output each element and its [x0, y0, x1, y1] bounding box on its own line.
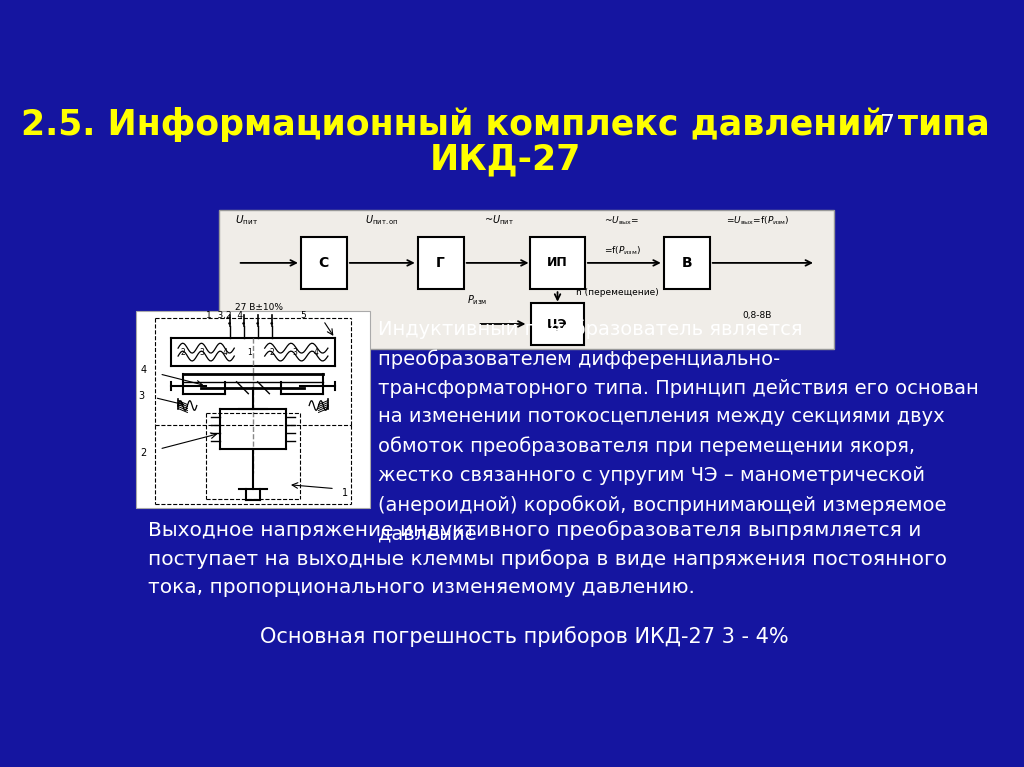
Bar [301, 236, 347, 289]
Text: Г: Г [436, 256, 445, 270]
Text: 0,8-8В: 0,8-8В [742, 311, 772, 321]
Text: Индуктивный преобразователь является
преобразователем дифференциально-
трансформ: Индуктивный преобразователь является пре… [378, 319, 979, 544]
Bar [531, 303, 584, 345]
Text: ЦЭ: ЦЭ [547, 318, 568, 331]
Text: 1: 1 [247, 347, 252, 357]
Text: 27 В±10%: 27 В±10% [234, 303, 283, 312]
Bar [136, 311, 370, 509]
Text: ИКД-27: ИКД-27 [429, 143, 581, 177]
Text: =f($P_\mathregular{изм}$): =f($P_\mathregular{изм}$) [604, 245, 641, 258]
Text: 3: 3 [199, 347, 204, 357]
Text: 4: 4 [222, 347, 227, 357]
Text: Основная погрешность приборов ИКД-27 3 - 4%: Основная погрешность приборов ИКД-27 3 -… [260, 627, 790, 647]
Text: ИП: ИП [547, 256, 568, 269]
Bar [664, 236, 710, 289]
Text: 5: 5 [300, 311, 305, 320]
Text: =$U_\mathregular{вых}$=f($P_\mathregular{изм}$): =$U_\mathregular{вых}$=f($P_\mathregular… [726, 214, 790, 227]
Text: 7: 7 [879, 113, 894, 137]
Bar [418, 236, 464, 289]
Text: 2.5. Информационный комплекс давлений типа: 2.5. Информационный комплекс давлений ти… [20, 107, 989, 142]
Text: 4: 4 [140, 365, 146, 375]
Text: 1: 1 [342, 488, 348, 498]
Text: 2: 2 [180, 347, 185, 357]
Text: $U_\mathregular{пит}$: $U_\mathregular{пит}$ [234, 213, 258, 227]
Text: $P_\mathregular{изм}$: $P_\mathregular{изм}$ [467, 294, 487, 308]
Text: 3: 3 [138, 390, 144, 400]
Text: С: С [318, 256, 329, 270]
Bar [529, 236, 585, 289]
Text: ~$U_\mathregular{пит}$: ~$U_\mathregular{пит}$ [484, 213, 514, 227]
Bar [219, 210, 835, 349]
Text: 2: 2 [269, 347, 274, 357]
Text: 1  3,2  4: 1 3,2 4 [206, 311, 243, 320]
Text: Выходное напряжение индуктивного преобразователя выпрямляется и
поступает на вых: Выходное напряжение индуктивного преобра… [147, 520, 947, 597]
Text: В: В [681, 256, 692, 270]
Text: 2: 2 [140, 448, 146, 458]
Text: $U_\mathregular{пит.оп}$: $U_\mathregular{пит.оп}$ [366, 213, 399, 227]
Text: 3: 3 [293, 347, 298, 357]
Text: 4: 4 [314, 347, 318, 357]
Text: ~$U_\mathregular{вых}$=: ~$U_\mathregular{вых}$= [604, 214, 640, 227]
Text: h (перемещение): h (перемещение) [575, 288, 658, 298]
